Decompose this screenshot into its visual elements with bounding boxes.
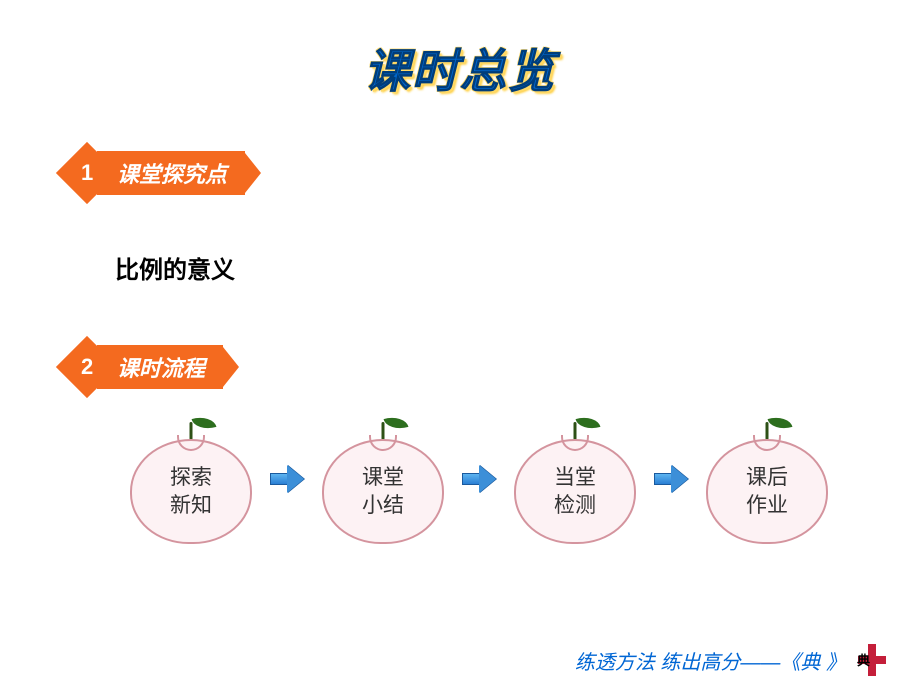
- flow-node-4-line2: 作业: [746, 492, 788, 519]
- flow-arrow-icon: [654, 465, 688, 493]
- section-header-2: 2 课时流程: [65, 345, 920, 389]
- footer-logo-icon: 典: [854, 642, 890, 678]
- arrow-tip-1: [245, 153, 261, 193]
- section-1-content: 比例的意义: [115, 250, 920, 285]
- flow-node-2-line2: 小结: [362, 492, 404, 519]
- flow-container: 探索 新知 课堂 小结 当堂 检测 课后 作业: [130, 414, 920, 544]
- apple-leaf-icon: [768, 413, 793, 432]
- section-label-wrap-2: 课时流程: [97, 345, 239, 389]
- apple-leaf-icon: [384, 413, 409, 432]
- flow-node-1: 探索 新知: [130, 414, 252, 544]
- apple-leaf-icon: [192, 413, 217, 432]
- flow-arrow-icon: [462, 465, 496, 493]
- arrow-tip-2: [223, 347, 239, 387]
- section-label-wrap-1: 课堂探究点: [97, 151, 261, 195]
- apple-leaf-icon: [576, 413, 601, 432]
- flow-node-1-line2: 新知: [170, 492, 212, 519]
- footer: 练透方法 练出高分——《典 》 典: [575, 642, 890, 678]
- flow-arrow-icon: [270, 465, 304, 493]
- flow-node-4: 课后 作业: [706, 414, 828, 544]
- page-title: 课时总览: [0, 0, 920, 101]
- flow-node-1-line1: 探索: [170, 464, 212, 491]
- section-header-1: 1 课堂探究点: [65, 151, 920, 195]
- flow-node-2: 课堂 小结: [322, 414, 444, 544]
- section-label-1: 课堂探究点: [97, 151, 245, 195]
- footer-text: 练透方法 练出高分——《典 》: [575, 646, 846, 675]
- flow-node-2-line1: 课堂: [362, 464, 404, 491]
- flow-node-3-line2: 检测: [554, 492, 596, 519]
- flow-node-3-line1: 当堂: [554, 464, 596, 491]
- flow-node-4-line1: 课后: [746, 464, 788, 491]
- flow-node-3: 当堂 检测: [514, 414, 636, 544]
